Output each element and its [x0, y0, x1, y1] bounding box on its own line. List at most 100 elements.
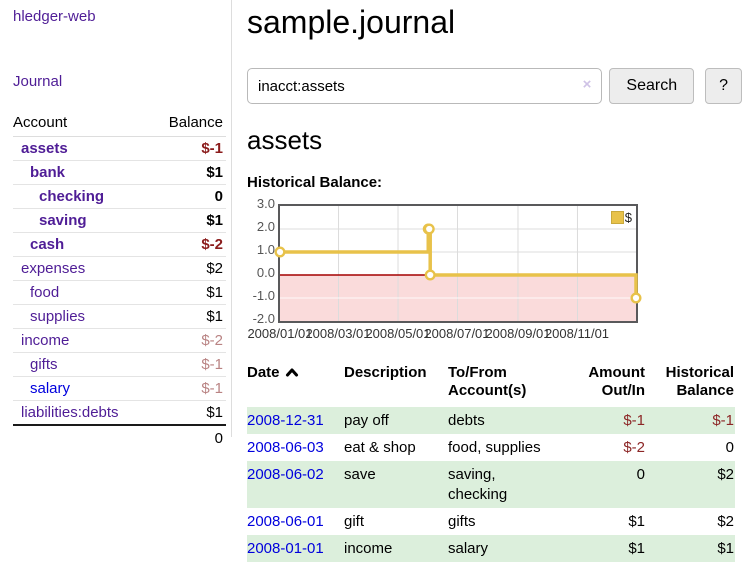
nav-journal-link[interactable]: Journal	[13, 73, 63, 90]
sidebar-account-link[interactable]: assets	[21, 140, 68, 157]
column-header-description: Description	[344, 364, 427, 381]
sidebar-account-row: bank $1	[13, 160, 226, 185]
accounts-header-row: Account Balance	[13, 110, 226, 137]
sidebar-account-link[interactable]: supplies	[30, 308, 86, 325]
search-button[interactable]: Search	[609, 68, 695, 104]
register-amount: $-1	[623, 412, 645, 429]
register-accounts: salary	[448, 540, 489, 557]
sidebar-account-link[interactable]: cash	[30, 236, 65, 253]
sidebar-account-link[interactable]: income	[21, 332, 70, 349]
register-description: save	[344, 466, 376, 483]
sort-ascending-icon	[285, 368, 298, 377]
x-axis-tick: 2008/11/01	[544, 326, 610, 341]
sidebar-account-row: assets $-1	[13, 136, 226, 161]
sidebar-account-balance: $1	[151, 280, 226, 305]
accounts-header-balance: Balance	[151, 110, 226, 137]
sidebar: hledger-web Journal Account Balance asse…	[0, 0, 232, 451]
sidebar-account-balance: $-1	[151, 352, 226, 377]
sidebar-account-link[interactable]: checking	[39, 188, 105, 205]
y-axis-tick: 0.0	[256, 265, 275, 280]
register-balance: $-1	[712, 412, 734, 429]
y-axis-tick: -2.0	[252, 311, 275, 326]
sidebar-account-row: cash $-2	[13, 232, 226, 257]
register-row: 2008-06-01 gift gifts $1 $2	[247, 508, 735, 535]
sidebar-account-balance: $1	[151, 208, 226, 233]
sidebar-account-row: salary $-1	[13, 376, 226, 401]
sidebar-account-link[interactable]: bank	[30, 164, 66, 181]
sidebar-account-row: saving $1	[13, 208, 226, 233]
register-date-link[interactable]: 2008-06-03	[247, 439, 324, 456]
column-header-amount: Amount Out/In	[588, 364, 645, 399]
historical-balance-chart: 3.0 2.0 1.0 0.0 -1.0 -2.0 $ 2008/01/01 2…	[247, 196, 667, 341]
sidebar-account-balance: $-2	[151, 328, 226, 353]
register-accounts: gifts	[448, 513, 476, 530]
accounts-header-account: Account	[13, 110, 152, 137]
x-axis-tick: 2008/07/01	[424, 326, 490, 341]
y-axis-tick: 3.0	[256, 196, 275, 211]
register-date-link[interactable]: 2008-06-01	[247, 513, 324, 530]
sidebar-account-link[interactable]: gifts	[30, 356, 58, 373]
sidebar-account-row: income $-2	[13, 328, 226, 353]
sidebar-account-balance: $-1	[151, 136, 226, 161]
chart-canvas	[274, 206, 642, 321]
register-balance: $2	[717, 513, 734, 530]
accounts-total-row: 0	[13, 424, 226, 451]
register-amount: $1	[628, 540, 645, 557]
help-button[interactable]: ?	[705, 68, 742, 104]
register-date-link[interactable]: 2008-06-02	[247, 466, 324, 483]
register-accounts: debts	[448, 412, 485, 429]
sidebar-account-link[interactable]: liabilities:debts	[21, 404, 119, 421]
sidebar-account-link[interactable]: food	[30, 284, 60, 301]
chart-title: Historical Balance:	[247, 174, 383, 191]
sidebar-account-balance: $2	[151, 256, 226, 281]
register-balance: 0	[725, 439, 734, 456]
accounts-table: Account Balance assets $-1 bank $1 check…	[13, 110, 226, 451]
x-axis-tick: 2008/09/01	[485, 326, 551, 341]
sidebar-account-link[interactable]: saving	[39, 212, 87, 229]
register-date-link[interactable]: 2008-12-31	[247, 412, 324, 429]
register-description: income	[344, 540, 393, 557]
sidebar-account-row: food $1	[13, 280, 226, 305]
sidebar-account-row: liabilities:debts $1	[13, 400, 226, 426]
app-brand-link[interactable]: hledger-web	[13, 8, 96, 25]
x-axis-labels: 2008/01/01 2008/03/01 2008/05/01 2008/07…	[247, 326, 636, 341]
register-balance: $1	[717, 540, 734, 557]
register-row: 2008-12-31 pay off debts $-1 $-1	[247, 407, 735, 434]
accounts-total-value: 0	[13, 424, 226, 451]
column-header-balance: Historical Balance	[665, 364, 734, 399]
register-balance: $2	[717, 466, 734, 483]
sidebar-account-link[interactable]: salary	[30, 380, 71, 397]
y-axis-tick: 2.0	[256, 219, 275, 234]
sidebar-account-balance: $1	[151, 400, 226, 426]
register-date-link[interactable]: 2008-01-01	[247, 540, 324, 557]
register-row: 2008-01-01 income salary $1 $1	[247, 535, 735, 562]
clear-search-icon[interactable]: ×	[582, 76, 592, 93]
register-header-row: Date Description To/From Account(s) Amou…	[247, 362, 735, 407]
chart-legend: $	[610, 210, 632, 225]
sidebar-account-balance: 0	[151, 184, 226, 209]
register-table: Date Description To/From Account(s) Amou…	[247, 362, 735, 562]
register-accounts: food, supplies	[448, 439, 541, 456]
sidebar-account-row: expenses $2	[13, 256, 226, 281]
register-description: eat & shop	[344, 439, 416, 456]
sidebar-account-balance: $-2	[151, 232, 226, 257]
account-heading: assets	[247, 125, 323, 155]
sidebar-account-row: gifts $-1	[13, 352, 226, 377]
register-description: gift	[344, 513, 365, 530]
sidebar-account-balance: $1	[151, 304, 226, 329]
y-axis-tick: 1.0	[256, 242, 275, 257]
x-axis-tick: 2008/03/01	[305, 326, 371, 341]
register-accounts: saving, checking	[448, 466, 508, 503]
column-header-date[interactable]: Date	[247, 362, 344, 407]
x-axis-tick: 2008/05/01	[365, 326, 431, 341]
y-axis-tick: -1.0	[252, 288, 275, 303]
register-amount: $1	[628, 513, 645, 530]
sidebar-account-link[interactable]: expenses	[21, 260, 86, 277]
search-box: ×	[247, 68, 603, 104]
register-row: 2008-06-02 save saving, checking 0 $2	[247, 461, 735, 508]
chart-plot-area: $	[274, 204, 642, 323]
page-title: sample.journal	[247, 4, 456, 40]
register-row: 2008-06-03 eat & shop food, supplies $-2…	[247, 434, 735, 461]
sidebar-account-balance: $-1	[151, 376, 226, 401]
search-input[interactable]	[247, 68, 603, 104]
